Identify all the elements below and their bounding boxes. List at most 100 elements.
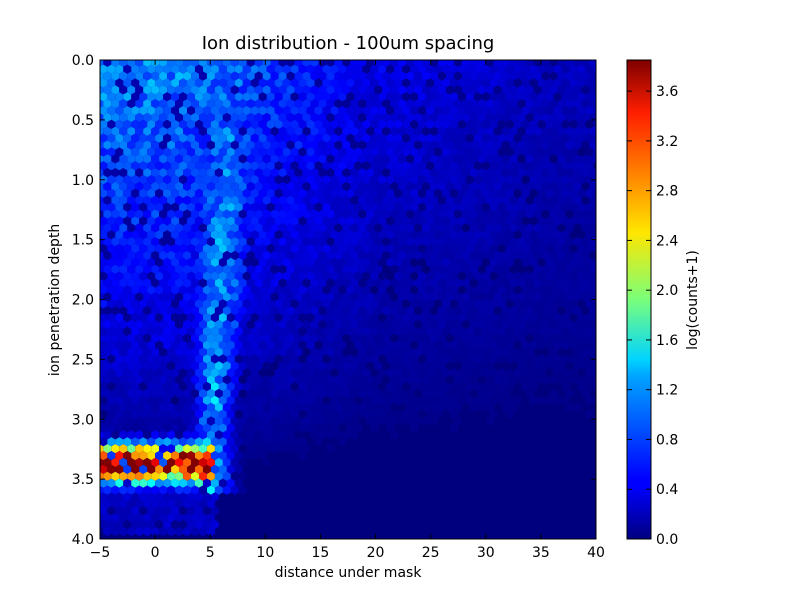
hexbin-cell [266, 161, 275, 171]
hexbin-cell [254, 209, 263, 219]
hexbin-cell [306, 133, 315, 143]
hexbin-cell [449, 175, 458, 185]
hexbin-cell [194, 175, 203, 185]
hexbin-cell [342, 209, 351, 219]
hexbin-cell [163, 51, 171, 60]
hexbin-cell [585, 244, 594, 254]
hexbin-cell [561, 230, 570, 240]
hexbin-cell [585, 382, 594, 392]
hexbin-cell [370, 133, 379, 143]
hexbin-cell [457, 326, 466, 336]
hexbin-cell [501, 333, 510, 343]
hexbin-cell [198, 126, 207, 136]
hexbin-cell [477, 319, 486, 330]
hexbin-cell [302, 264, 311, 274]
hexbin-cell [565, 112, 574, 123]
hexbin-cell [294, 444, 303, 454]
hexbin-cell [187, 299, 195, 309]
hexbin-cell [171, 92, 180, 102]
hexbin-cell [406, 181, 415, 192]
hexbin-cell [366, 319, 375, 330]
hexbin-cell [131, 78, 140, 88]
x-axis-ticks: −5 0 5 10 15 20 25 30 35 40 [90, 60, 605, 561]
hexbin-cell [481, 161, 490, 171]
hexbin-cell [489, 230, 498, 240]
hexbin-cell [489, 354, 498, 364]
hexbin-cell [183, 485, 192, 495]
hexbin-cell [406, 292, 415, 302]
hexbin-cell [410, 382, 419, 392]
hexbin-cell [541, 99, 550, 109]
hexbin-cell [573, 85, 582, 95]
hexbin-cell [438, 361, 446, 371]
hexbin-cell [234, 354, 243, 364]
hexbin-cell [350, 112, 359, 123]
hexbin-cell [210, 492, 219, 502]
hexbin-cell [254, 306, 263, 316]
hexbin-cell [139, 299, 148, 309]
hexbin-cell [318, 209, 327, 219]
hexbin-cell [326, 388, 335, 399]
hexbin-cell [406, 126, 415, 136]
hexbin-cell [147, 313, 156, 323]
hexbin-cell [238, 347, 247, 357]
hexbin-cell [410, 423, 419, 433]
hexbin-cell [139, 437, 148, 447]
hexbin-cell [374, 278, 383, 288]
hexbin-cell [151, 126, 160, 136]
hexbin-cell [115, 478, 124, 488]
hexbin-cell [322, 423, 331, 433]
hexbin-cell [226, 382, 235, 392]
hexbin-cell [294, 319, 303, 330]
hexbin-cell [218, 92, 227, 102]
hexbin-cell [465, 395, 474, 405]
hexbin-cell [242, 326, 251, 336]
hexbin-cell [274, 354, 283, 364]
hexbin-cell [374, 60, 383, 67]
hexbin-cell [286, 126, 295, 136]
hexbin-cell [318, 140, 327, 150]
hexbin-cell [457, 299, 466, 309]
hexbin-cell [418, 368, 427, 378]
hexbin-cell [135, 112, 144, 123]
hexbin-cell [179, 106, 188, 116]
hexbin-cell [238, 60, 247, 67]
hexbin-cell [441, 106, 450, 116]
hexbin-cell [453, 319, 462, 330]
hexbin-cell [194, 188, 203, 198]
hexbin-cell [386, 216, 395, 226]
hexbin-cell [127, 237, 136, 247]
hexbin-cell [565, 250, 574, 261]
hexbin-cell [294, 223, 303, 233]
hexbin-cell [573, 278, 582, 288]
hexbin-cell [286, 140, 295, 150]
hexbin-cell [457, 147, 466, 157]
hexbin-cell [218, 285, 227, 295]
hexbin-cell [505, 230, 514, 240]
hexbin-cell [465, 285, 474, 295]
hexbin-cell [469, 140, 478, 150]
hexbin-cell [565, 375, 574, 385]
hexbin-cell [306, 368, 315, 378]
hexbin-cell [183, 278, 192, 288]
hexbin-cell [143, 278, 152, 288]
hexbin-cell [155, 506, 164, 516]
hexbin-cell [366, 71, 375, 81]
hexbin-cell [394, 175, 403, 185]
hexbin-cell [545, 133, 554, 143]
hexbin-cell [127, 181, 136, 192]
hexbin-cell [362, 368, 371, 378]
hexbin-cell [374, 264, 383, 274]
hexbin-cell [175, 485, 184, 495]
hexbin-cell [100, 182, 104, 191]
hexbin-cell [430, 126, 438, 136]
hexbin-cell [246, 237, 255, 247]
hexbin-cell [549, 347, 558, 357]
hexbin-cell [115, 161, 124, 171]
hexbin-cell [557, 264, 566, 274]
hexbin-cell [346, 133, 355, 143]
hexbin-cell [553, 271, 562, 281]
hexbin-cell [266, 92, 275, 102]
hexbin-cell [210, 423, 219, 433]
hexbin-cell [334, 85, 343, 95]
